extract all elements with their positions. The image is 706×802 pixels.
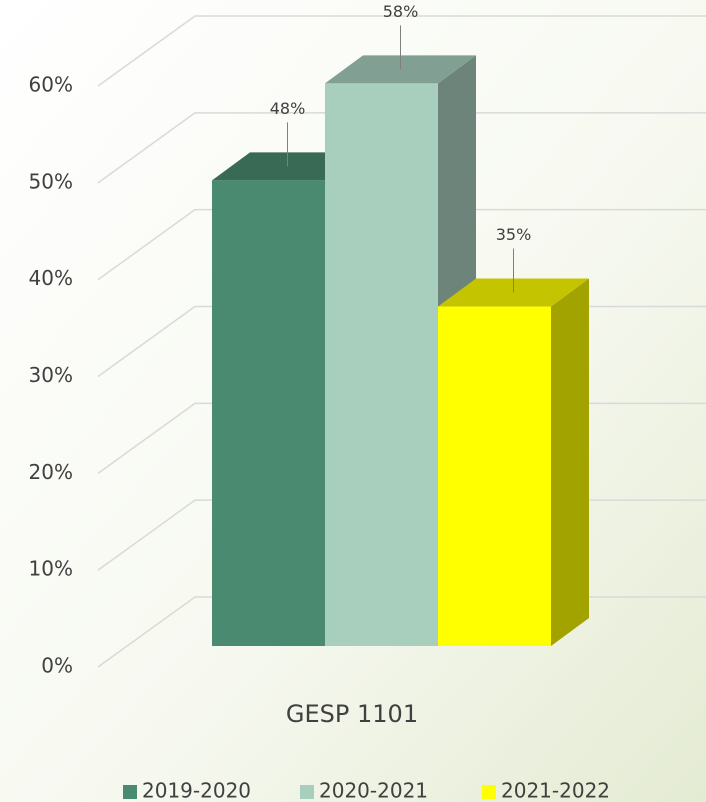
legend-label: 2019-2020 (142, 779, 251, 802)
y-tick-label: 10% (29, 557, 73, 581)
bar (325, 83, 438, 646)
legend-label: 2021-2022 (501, 779, 610, 802)
legend-swatch (300, 785, 314, 799)
data-label: 58% (383, 2, 419, 21)
bar-side (551, 278, 589, 646)
y-tick-label: 50% (29, 169, 73, 193)
legend-label: 2020-2021 (319, 779, 428, 802)
grid-line (97, 15, 706, 87)
grid-line (97, 208, 706, 281)
y-tick-label: 20% (29, 460, 73, 484)
y-tick-label: 0% (41, 654, 73, 678)
bar (438, 306, 551, 646)
bar (212, 180, 325, 646)
legend-swatch (482, 785, 496, 799)
data-label: 35% (496, 225, 532, 244)
grid-line (97, 112, 706, 184)
y-tick-label: 40% (29, 266, 73, 290)
legend-swatch (123, 785, 137, 799)
data-label: 48% (270, 99, 306, 118)
y-tick-label: 60% (29, 73, 73, 97)
y-tick-label: 30% (29, 363, 73, 387)
x-tick-label: GESP 1101 (286, 700, 418, 728)
